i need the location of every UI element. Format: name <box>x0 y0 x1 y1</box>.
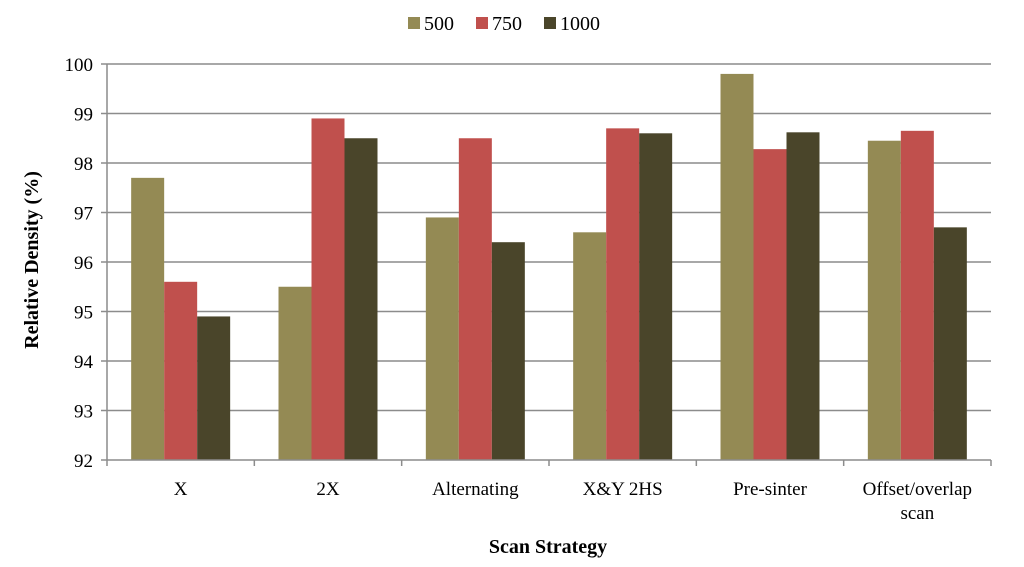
bar-1000 <box>786 132 820 460</box>
x-category-labels: X 2X Alternating X&Y 2HS Pre-sinter Offset/ov… <box>174 479 972 524</box>
bar-500 <box>278 286 312 460</box>
bar-500 <box>425 217 459 460</box>
axes <box>101 63 992 466</box>
x-category-label: 2X <box>316 479 340 500</box>
x-category-label: Alternating <box>432 479 519 500</box>
bar-1000 <box>491 242 525 460</box>
x-category-label: scan <box>900 503 934 524</box>
bar-1000 <box>344 138 378 460</box>
y-tick-label: 92 <box>74 451 93 472</box>
y-tick-label: 93 <box>74 402 93 423</box>
bar-750 <box>311 118 345 460</box>
y-tick-label: 95 <box>74 303 93 324</box>
bars <box>131 73 967 461</box>
bar-500 <box>131 177 165 460</box>
y-axis-title: Relative Density (%) <box>21 171 43 349</box>
bar-750 <box>458 138 492 460</box>
y-tick-label: 97 <box>74 204 93 225</box>
bar-1000 <box>197 316 231 460</box>
legend-swatch-1000 <box>544 17 556 29</box>
bar-500 <box>573 232 607 460</box>
y-tick-label: 100 <box>65 55 94 76</box>
y-tick-label: 96 <box>74 253 93 274</box>
bar-1000 <box>933 227 967 460</box>
legend-label: 500 <box>424 13 454 35</box>
bar-750 <box>753 149 787 460</box>
x-category-label: Pre-sinter <box>733 479 808 500</box>
gridlines <box>107 63 991 412</box>
bar-750 <box>606 128 640 460</box>
y-tick-label: 98 <box>74 154 93 175</box>
y-tick-label: 99 <box>74 105 93 126</box>
y-tick-labels: 92 93 94 95 96 97 98 99 100 <box>65 55 94 472</box>
bar-500 <box>867 140 901 460</box>
bar-500 <box>720 73 754 461</box>
x-category-label: X&Y 2HS <box>583 479 663 500</box>
legend-swatch-750 <box>476 17 488 29</box>
y-tick-label: 94 <box>74 352 94 373</box>
x-axis-title: Scan Strategy <box>489 536 607 558</box>
bar-750 <box>164 281 198 460</box>
chart-legend: 500 750 1000 <box>408 13 600 35</box>
x-category-label: Offset/overlap <box>863 479 972 500</box>
x-category-label: X <box>174 479 188 500</box>
legend-label: 1000 <box>560 13 600 35</box>
legend-label: 750 <box>492 13 522 35</box>
legend-swatch-500 <box>408 17 420 29</box>
bar-750 <box>900 130 934 460</box>
bar-1000 <box>639 133 673 461</box>
